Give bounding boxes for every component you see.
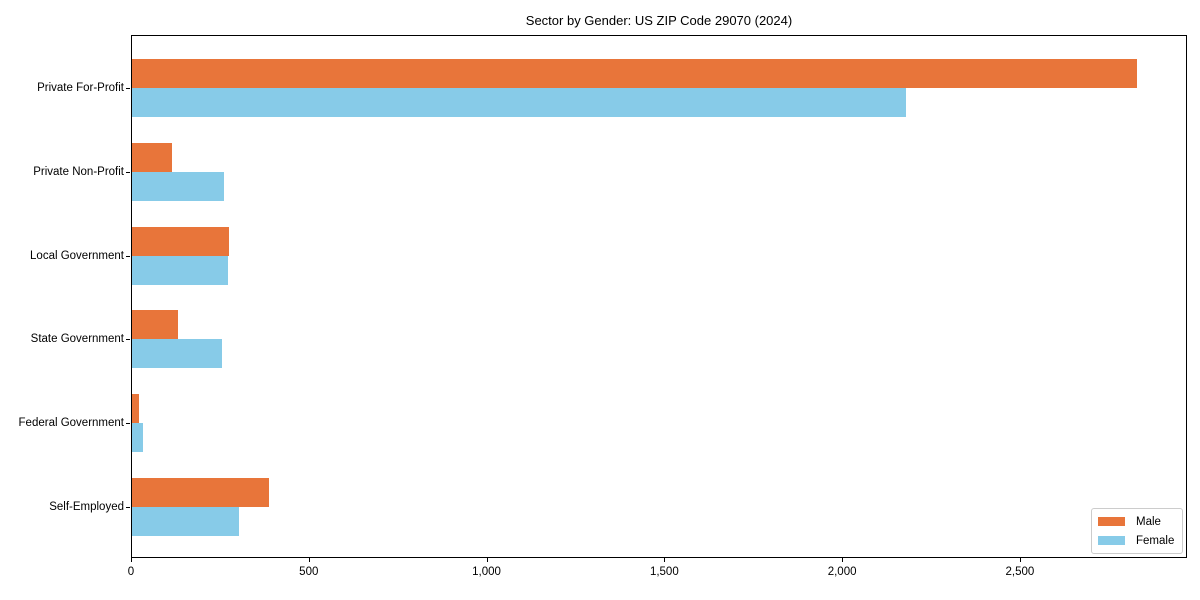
bar-female-5 (132, 423, 143, 453)
legend-entry-female: Female (1098, 533, 1176, 548)
xtick-mark (842, 558, 844, 562)
ytick-label: Private For-Profit (37, 82, 124, 94)
ytick-label: State Government (30, 333, 124, 346)
xtick-mark (664, 558, 666, 562)
legend-label-male: Male (1136, 515, 1161, 528)
bar-female-6 (132, 507, 239, 536)
ytick-mark (126, 339, 130, 341)
xtick-mark (131, 558, 132, 562)
xtick-label: 1,000 (472, 566, 501, 578)
ytick-mark (126, 423, 130, 425)
plot-area (131, 35, 1187, 558)
male-swatch-icon (1098, 517, 1125, 526)
bar-male-2 (132, 142, 172, 172)
bar-female-1 (132, 88, 906, 117)
legend-label-female: Female (1136, 534, 1175, 547)
ytick-label: Local Government (30, 249, 124, 262)
bar-male-3 (132, 226, 229, 256)
bar-female-2 (132, 171, 224, 201)
ytick-mark (126, 255, 130, 257)
ytick-mark (126, 171, 130, 173)
legend-entry-male: Male (1098, 514, 1176, 529)
bar-female-4 (132, 339, 222, 369)
bar-male-4 (132, 310, 178, 340)
xtick-label: 0 (127, 566, 135, 578)
xtick-label: 500 (299, 566, 319, 578)
ytick-mark (126, 88, 130, 89)
xtick-label: 1,500 (649, 566, 679, 578)
ytick-label: Federal Government (18, 417, 124, 430)
ytick-label: Self-Employed (49, 501, 124, 513)
xtick-mark (1019, 558, 1021, 562)
bar-female-3 (132, 255, 228, 285)
ytick-label: Private Non-Profit (33, 165, 124, 178)
xtick-mark (486, 558, 488, 562)
bar-male-6 (132, 478, 269, 507)
chart-title: Sector by Gender: US ZIP Code 29070 (202… (525, 13, 793, 28)
xtick-label: 2,500 (1005, 566, 1035, 578)
xtick-label: 2,000 (827, 566, 857, 578)
ytick-mark (126, 507, 130, 508)
female-swatch-icon (1098, 536, 1125, 545)
bar-male-1 (132, 59, 1137, 88)
legend: Male Female (1091, 508, 1183, 554)
xtick-mark (308, 558, 310, 562)
bar-male-5 (132, 394, 139, 424)
